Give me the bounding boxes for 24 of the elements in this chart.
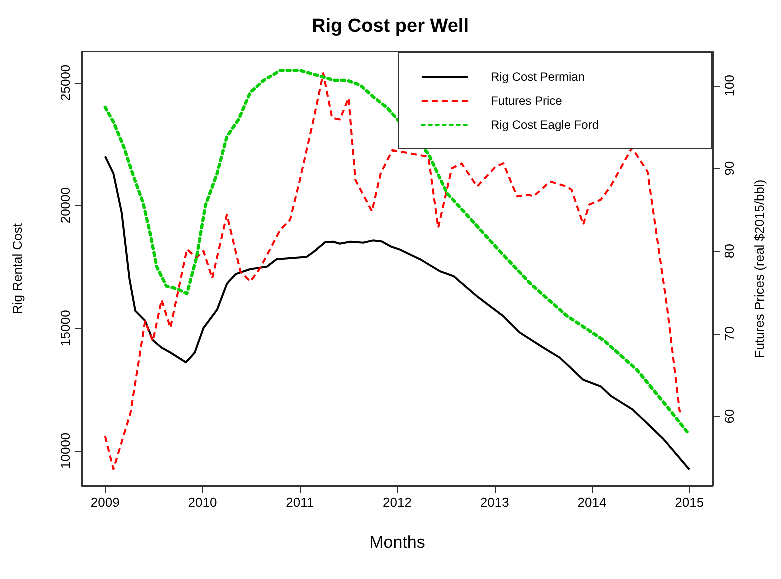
chart-title: Rig Cost per Well bbox=[312, 16, 469, 37]
x-tick-label: 2012 bbox=[383, 495, 412, 510]
y-tick-label: 20000 bbox=[58, 188, 73, 224]
legend-label: Rig Cost Eagle Ford bbox=[490, 118, 599, 132]
y2-tick-label: 80 bbox=[722, 244, 737, 258]
y2-tick-label: 100 bbox=[722, 75, 737, 97]
x-tick-label: 2010 bbox=[188, 495, 218, 510]
y-tick-label: 10000 bbox=[58, 432, 73, 469]
y2-tick-label: 70 bbox=[722, 326, 737, 342]
x-axis-title: Months bbox=[370, 533, 426, 552]
x-tick-label: 2009 bbox=[90, 495, 120, 510]
legend-label: Futures Price bbox=[490, 94, 563, 108]
y-tick-label: 25000 bbox=[58, 64, 73, 101]
y2-axis-title: Futures Prices (real $2015/bbl) bbox=[752, 180, 767, 358]
y-tick-label: 15000 bbox=[58, 310, 73, 346]
x-tick-label: 2013 bbox=[480, 495, 510, 510]
x-tick-label: 2011 bbox=[286, 495, 314, 510]
line-series bbox=[104, 156, 691, 471]
x-tick-label: 2014 bbox=[578, 495, 607, 510]
legend-label: Rig Cost Permian bbox=[490, 70, 585, 84]
x-tick-label: 2015 bbox=[675, 495, 704, 510]
y2-tick-label: 90 bbox=[722, 161, 737, 176]
y-axis-title: Rig Rental Cost bbox=[10, 223, 25, 315]
y2-tick-label: 60 bbox=[722, 409, 737, 424]
